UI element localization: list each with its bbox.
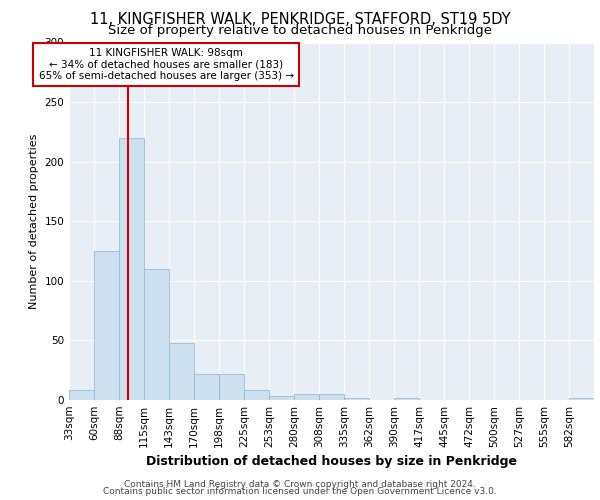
Bar bbox=[269, 396, 294, 400]
Bar bbox=[569, 398, 594, 400]
Bar bbox=[294, 394, 319, 400]
Text: 11, KINGFISHER WALK, PENKRIDGE, STAFFORD, ST19 5DY: 11, KINGFISHER WALK, PENKRIDGE, STAFFORD… bbox=[89, 12, 511, 28]
Bar bbox=[69, 390, 94, 400]
Y-axis label: Number of detached properties: Number of detached properties bbox=[29, 134, 39, 309]
Bar bbox=[119, 138, 144, 400]
X-axis label: Distribution of detached houses by size in Penkridge: Distribution of detached houses by size … bbox=[146, 456, 517, 468]
Bar bbox=[344, 398, 369, 400]
Bar bbox=[144, 269, 169, 400]
Bar bbox=[169, 343, 194, 400]
Bar bbox=[319, 394, 344, 400]
Text: 11 KINGFISHER WALK: 98sqm
← 34% of detached houses are smaller (183)
65% of semi: 11 KINGFISHER WALK: 98sqm ← 34% of detac… bbox=[38, 48, 293, 81]
Bar bbox=[194, 374, 219, 400]
Bar bbox=[219, 374, 244, 400]
Text: Contains HM Land Registry data © Crown copyright and database right 2024.: Contains HM Land Registry data © Crown c… bbox=[124, 480, 476, 489]
Bar bbox=[394, 398, 419, 400]
Text: Contains public sector information licensed under the Open Government Licence v3: Contains public sector information licen… bbox=[103, 487, 497, 496]
Text: Size of property relative to detached houses in Penkridge: Size of property relative to detached ho… bbox=[108, 24, 492, 37]
Bar bbox=[244, 390, 269, 400]
Bar bbox=[94, 251, 119, 400]
